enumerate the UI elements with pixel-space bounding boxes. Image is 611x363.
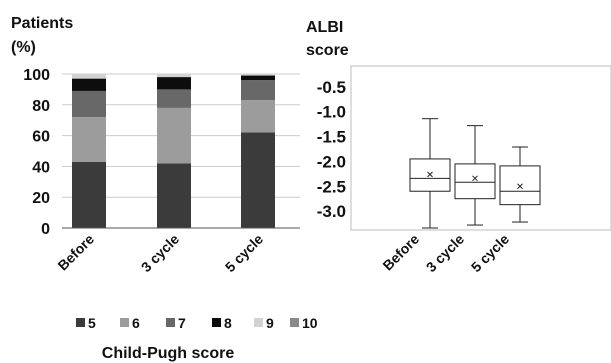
bar-segment <box>72 161 106 228</box>
legend-label: 6 <box>132 315 140 331</box>
legend-swatch <box>166 318 175 327</box>
box-ytick-label: -2.0 <box>317 152 346 171</box>
bar-xtick-label: 3 cycle <box>138 231 182 275</box>
bar-segment <box>157 163 191 228</box>
box-ytick-labels: -0.5 -1.0 -1.5 -2.0 -2.5 -3.0 <box>317 78 346 221</box>
bar-segment <box>72 117 106 162</box>
box-ylabel-line2: score <box>306 42 349 59</box>
box-marks <box>409 118 541 229</box>
box-ytick-label: -1.5 <box>317 128 346 147</box>
bar-segment <box>72 78 106 91</box>
legend: 5 6 7 8 9 10 <box>76 315 318 331</box>
legend-swatch <box>254 318 263 327</box>
box-iqr <box>409 158 451 192</box>
legend-label: 9 <box>266 315 274 331</box>
bar-ytick-label: 20 <box>32 190 50 207</box>
bar-segment <box>72 90 106 118</box>
legend-label: 7 <box>178 315 186 331</box>
box-iqr <box>499 165 541 206</box>
bar-xtick-labels: Before 3 cycle 5 cycle <box>54 231 266 275</box>
box-ylabel-line1: ALBI <box>306 19 343 36</box>
legend-label: 5 <box>88 315 96 331</box>
box-group <box>454 125 496 226</box>
box-mean-marker <box>472 175 478 182</box>
bar-segment <box>157 77 191 90</box>
box-group <box>499 146 541 223</box>
bar-segment <box>241 75 275 81</box>
box-ytick-label: -0.5 <box>317 78 346 97</box>
bar-ytick-label: 40 <box>32 159 50 176</box>
bar-segment <box>157 107 191 164</box>
box-mean-marker <box>517 183 523 190</box>
legend-swatch <box>76 318 85 327</box>
bar-ytick-label: 80 <box>32 98 50 115</box>
box-xtick-label: 5 cycle <box>468 231 512 275</box>
legend-swatch <box>120 318 129 327</box>
bar-segment <box>72 74 106 79</box>
bar-segment <box>241 74 275 76</box>
legend-label: 8 <box>224 315 232 331</box>
bar-segment <box>241 80 275 101</box>
box-ytick-label: -1.0 <box>317 103 346 122</box>
legend-swatch <box>290 318 299 327</box>
bar-ytick-labels: 0 20 40 60 80 100 <box>23 67 50 238</box>
bar-segments <box>72 74 275 228</box>
box-ytick-label: -3.0 <box>317 202 346 221</box>
legend-label: 10 <box>302 315 318 331</box>
box-xtick-labels: Before 3 cycle 5 cycle <box>379 231 512 275</box>
bar-segment <box>241 100 275 133</box>
bar-ytick-label: 100 <box>23 67 50 84</box>
box-iqr <box>454 163 496 200</box>
bar-xtick-label: 5 cycle <box>222 231 266 275</box>
box-group <box>409 118 451 229</box>
box-xtick-label: Before <box>379 231 422 274</box>
bar-segment <box>241 132 275 228</box>
bar-ytick-label: 0 <box>41 221 50 238</box>
box-plot-frame <box>350 65 611 231</box>
legend-title: Child-Pugh score <box>102 345 235 362</box>
box-mean-marker <box>427 171 433 178</box>
bar-ytick-label: 60 <box>32 129 50 146</box>
bar-xtick-label: Before <box>54 231 97 274</box>
legend-swatch <box>212 318 221 327</box>
bar-segment <box>157 89 191 108</box>
bar-ylabel-line2: (%) <box>11 39 36 56</box>
bar-ylabel-line1: Patients <box>11 15 73 32</box>
box-xtick-label: 3 cycle <box>423 231 467 275</box>
bar-segment <box>157 74 191 78</box>
box-ytick-label: -2.5 <box>317 177 346 196</box>
